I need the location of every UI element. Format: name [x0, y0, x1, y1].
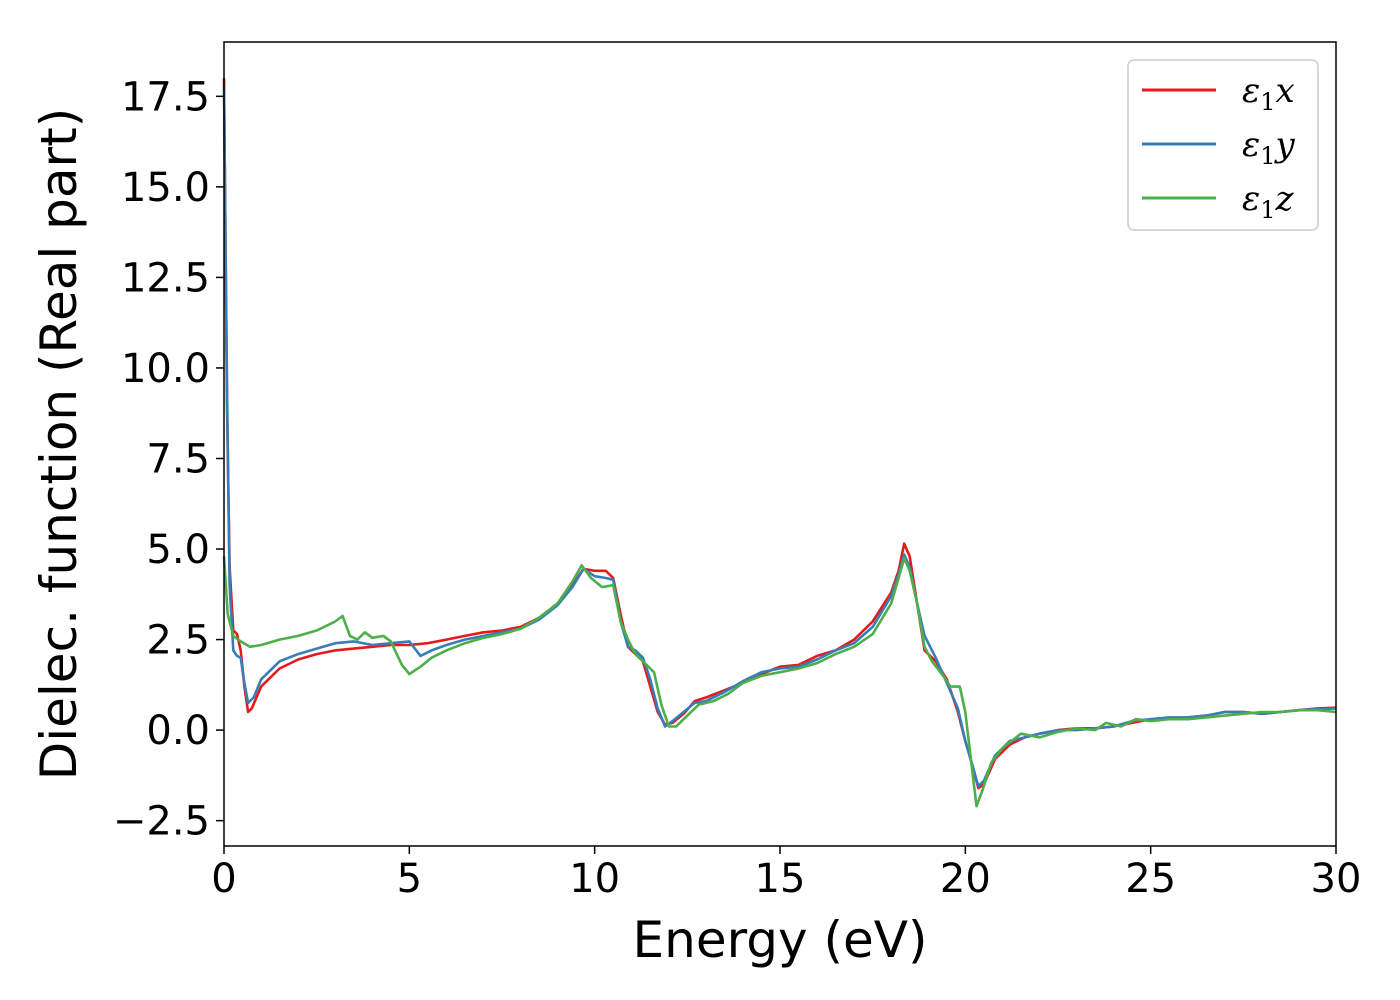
legend-label-x: ε1x [1242, 71, 1295, 116]
legend-label-y: ε1y [1242, 125, 1296, 170]
legend-label-suffix: y [1274, 125, 1296, 165]
y-axis-label: Dielec. function (Real part) [30, 108, 88, 780]
y-tick-label: 15.0 [121, 165, 210, 211]
x-axis-label: Energy (eV) [633, 911, 928, 969]
y-axis-ticks: −2.5 0.0 2.5 5.0 7.5 10.0 12.5 15.0 17.5 [113, 74, 224, 845]
x-tick-label: 5 [397, 856, 422, 902]
series-line-z [222, 556, 1337, 808]
legend-label-subscript: 1 [1260, 88, 1275, 116]
x-axis-ticks: 0 5 10 15 20 25 30 [211, 846, 1361, 902]
legend-label-suffix: z [1275, 179, 1295, 219]
x-tick-label: 15 [755, 856, 806, 902]
y-tick-label: 10.0 [121, 346, 210, 392]
series-layer [222, 78, 1337, 808]
x-tick-label: 0 [211, 856, 236, 902]
y-tick-label: 17.5 [121, 74, 210, 120]
series-line-y [222, 85, 1337, 788]
legend-label-z: ε1z [1242, 179, 1295, 224]
y-tick-label: 5.0 [146, 527, 210, 573]
legend-label-main: ε [1242, 71, 1260, 111]
legend-label-subscript: 1 [1260, 196, 1275, 224]
y-tick-label: −2.5 [113, 799, 210, 845]
legend-box [1127, 59, 1319, 231]
legend-label-suffix: x [1276, 71, 1295, 111]
y-tick-label: 0.0 [146, 708, 210, 754]
y-tick-label: 2.5 [146, 618, 210, 664]
x-tick-label: 25 [1125, 856, 1176, 902]
legend-label-main: ε [1242, 125, 1260, 165]
legend-label-subscript: 1 [1260, 142, 1275, 170]
y-tick-label: 12.5 [121, 255, 210, 301]
x-tick-label: 30 [1311, 856, 1362, 902]
y-tick-label: 7.5 [146, 436, 210, 482]
legend-label-main: ε [1242, 179, 1260, 219]
x-tick-label: 20 [940, 856, 991, 902]
x-tick-label: 10 [569, 856, 620, 902]
